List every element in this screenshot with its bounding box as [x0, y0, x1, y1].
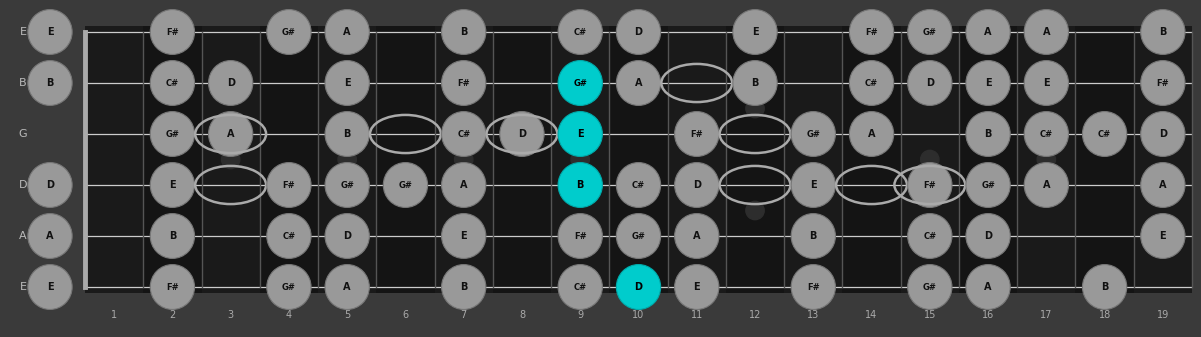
Text: G#: G#: [573, 79, 587, 88]
Bar: [725, 26, 784, 293]
Ellipse shape: [325, 112, 370, 156]
Text: A: A: [1042, 27, 1050, 37]
Ellipse shape: [150, 112, 195, 156]
Text: 1: 1: [110, 310, 118, 320]
Ellipse shape: [267, 9, 311, 55]
Text: C#: C#: [458, 129, 471, 139]
Text: B: B: [809, 231, 817, 241]
Text: B: B: [460, 27, 467, 37]
Text: D: D: [227, 78, 234, 88]
Text: E: E: [460, 231, 467, 241]
Ellipse shape: [1141, 162, 1185, 208]
Text: F#: F#: [1157, 79, 1170, 88]
Text: D: D: [46, 180, 54, 190]
Text: C#: C#: [166, 79, 179, 88]
Text: E: E: [809, 180, 817, 190]
Ellipse shape: [791, 112, 836, 156]
Ellipse shape: [616, 61, 661, 105]
Text: F#: F#: [865, 28, 878, 36]
Text: G#: G#: [632, 232, 645, 241]
Text: G#: G#: [922, 28, 937, 36]
Text: F#: F#: [807, 282, 819, 292]
Ellipse shape: [150, 61, 195, 105]
Text: G: G: [19, 129, 28, 139]
Bar: [1075, 26, 1134, 293]
Text: F#: F#: [166, 282, 179, 292]
Text: G#: G#: [981, 181, 994, 189]
Text: C#: C#: [574, 28, 587, 36]
Ellipse shape: [849, 61, 894, 105]
Ellipse shape: [28, 265, 72, 309]
Ellipse shape: [28, 162, 72, 208]
Text: 17: 17: [1040, 310, 1052, 320]
Text: A: A: [227, 129, 234, 139]
Ellipse shape: [1024, 162, 1069, 208]
Text: B: B: [460, 282, 467, 292]
Text: B: B: [1159, 27, 1166, 37]
Ellipse shape: [1141, 9, 1185, 55]
Text: A: A: [1159, 180, 1166, 190]
Text: A: A: [343, 27, 351, 37]
Bar: [435, 26, 492, 293]
Text: F#: F#: [282, 181, 295, 189]
Ellipse shape: [558, 265, 603, 309]
Text: E: E: [752, 27, 758, 37]
Ellipse shape: [150, 162, 195, 208]
Bar: [1017, 26, 1075, 293]
Text: F#: F#: [574, 232, 586, 241]
Ellipse shape: [150, 214, 195, 258]
Bar: [259, 26, 318, 293]
Ellipse shape: [558, 162, 603, 208]
Circle shape: [570, 150, 590, 169]
Text: B: B: [168, 231, 177, 241]
Text: 5: 5: [343, 310, 351, 320]
Text: E: E: [19, 27, 26, 37]
Text: B: B: [1101, 282, 1109, 292]
Ellipse shape: [1024, 112, 1069, 156]
Ellipse shape: [791, 162, 836, 208]
Text: E: E: [1042, 78, 1050, 88]
Circle shape: [746, 201, 764, 220]
Text: C#: C#: [1098, 129, 1111, 139]
Bar: [551, 26, 609, 293]
Text: A: A: [343, 282, 351, 292]
Text: 3: 3: [228, 310, 234, 320]
Text: 4: 4: [286, 310, 292, 320]
Ellipse shape: [150, 265, 195, 309]
Text: C#: C#: [574, 282, 587, 292]
Text: B: B: [47, 78, 54, 88]
Ellipse shape: [150, 9, 195, 55]
Text: 16: 16: [982, 310, 994, 320]
Text: F#: F#: [924, 181, 936, 189]
Bar: [1134, 26, 1193, 293]
Ellipse shape: [1141, 112, 1185, 156]
Text: 7: 7: [461, 310, 467, 320]
Text: A: A: [985, 282, 992, 292]
Circle shape: [921, 150, 939, 169]
Bar: [376, 26, 435, 293]
Text: C#: C#: [1040, 129, 1053, 139]
Text: B: B: [985, 129, 992, 139]
Text: D: D: [518, 129, 526, 139]
Ellipse shape: [675, 265, 719, 309]
Ellipse shape: [442, 9, 486, 55]
Text: E: E: [47, 282, 53, 292]
Text: D: D: [984, 231, 992, 241]
Text: E: E: [1159, 231, 1166, 241]
Ellipse shape: [325, 214, 370, 258]
Ellipse shape: [383, 162, 428, 208]
Ellipse shape: [558, 61, 603, 105]
Ellipse shape: [1082, 112, 1127, 156]
Ellipse shape: [442, 265, 486, 309]
Ellipse shape: [267, 214, 311, 258]
Text: 10: 10: [633, 310, 645, 320]
Text: A: A: [460, 180, 467, 190]
Ellipse shape: [28, 9, 72, 55]
Ellipse shape: [733, 9, 777, 55]
Ellipse shape: [849, 9, 894, 55]
Circle shape: [454, 150, 473, 169]
Text: 8: 8: [519, 310, 525, 320]
Text: E: E: [985, 78, 991, 88]
Text: G#: G#: [399, 181, 412, 189]
